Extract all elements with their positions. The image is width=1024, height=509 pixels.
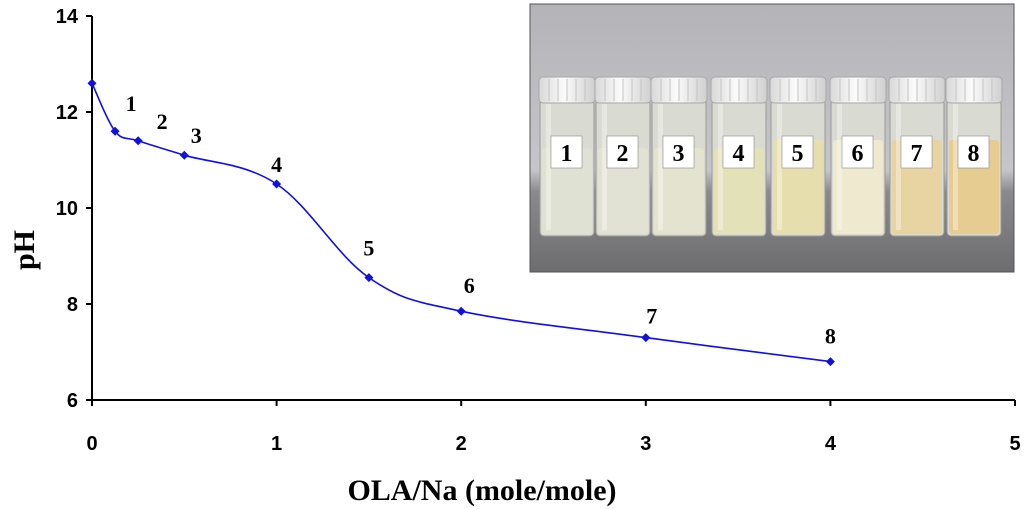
series-markers: [87, 78, 835, 367]
vial-highlight: [546, 104, 551, 230]
vial-label-box: [606, 135, 639, 169]
data-point: [364, 273, 374, 283]
vial-label: 2: [617, 141, 629, 167]
x-tick-label: 5: [1009, 433, 1020, 455]
vials: 1 2 3 4 5 6 7 8: [538, 76, 1003, 237]
data-point: [133, 136, 143, 146]
vial-label: 7: [911, 141, 923, 167]
vial: 7: [888, 76, 946, 237]
vial: 5: [769, 76, 827, 237]
vial-label-box: [781, 135, 814, 169]
y-tick-label: 14: [56, 6, 79, 28]
data-point: [110, 126, 120, 136]
data-point-label: 4: [271, 152, 282, 177]
x-tick-label: 2: [456, 433, 467, 455]
x-axis-label: OLA/Na (mole/mole): [347, 474, 616, 507]
x-ticks: 0 1 2 3 4 5: [86, 400, 1021, 455]
vial-label-box: [900, 135, 933, 169]
data-point-label: 6: [464, 273, 475, 298]
vial: 8: [945, 76, 1003, 237]
vial-highlight: [896, 104, 901, 230]
vial-label: 1: [561, 141, 573, 167]
data-point-label: 2: [157, 109, 168, 134]
vial-liquid: [598, 148, 648, 234]
vial-liquid: [654, 148, 704, 234]
vial-liquid: [542, 148, 592, 234]
vial-label: 3: [673, 141, 685, 167]
y-ticks: 6 8 10 12 14: [56, 6, 92, 412]
vial-label-box: [550, 135, 583, 169]
vial: 6: [829, 76, 887, 237]
data-point: [825, 357, 835, 367]
vial-label-box: [722, 135, 755, 169]
data-point-label: 3: [191, 123, 202, 148]
data-point-label: 5: [363, 236, 374, 261]
vial-label: 6: [852, 141, 864, 167]
vial-highlight: [718, 104, 723, 230]
vial-highlight: [777, 104, 782, 230]
vial-label: 4: [733, 141, 745, 167]
y-tick-label: 10: [56, 198, 78, 220]
data-point: [87, 78, 97, 88]
vial: 3: [650, 76, 708, 237]
data-point: [456, 306, 466, 316]
data-point-label: 7: [646, 304, 657, 329]
vial-highlight: [953, 104, 958, 230]
vial-highlight: [602, 104, 607, 230]
vials-photo-icon: 1 2 3 4 5 6 7 8: [529, 3, 1015, 273]
vial-label: 8: [968, 141, 980, 167]
data-point: [179, 150, 189, 160]
x-tick-label: 3: [640, 433, 651, 455]
vial-highlight: [658, 104, 663, 230]
vial-label-box: [841, 135, 874, 169]
vial: 1: [538, 76, 596, 237]
vial: 2: [594, 76, 652, 237]
y-tick-label: 8: [67, 294, 78, 316]
vial-label: 5: [792, 141, 804, 167]
data-point-label: 8: [825, 324, 836, 349]
data-point: [641, 333, 651, 343]
y-tick-label: 12: [56, 102, 78, 124]
x-tick-label: 4: [825, 433, 837, 455]
data-point-label: 1: [126, 91, 137, 116]
y-axis-label: pH: [8, 230, 41, 270]
x-tick-label: 0: [86, 433, 97, 455]
data-point: [272, 179, 282, 189]
vial-liquid: [714, 148, 764, 234]
y-tick-label: 6: [67, 390, 78, 412]
vial-label-box: [957, 135, 990, 169]
vial-highlight: [837, 104, 842, 230]
vial: 4: [710, 76, 768, 237]
vial-label-box: [662, 135, 695, 169]
x-tick-label: 1: [271, 433, 282, 455]
